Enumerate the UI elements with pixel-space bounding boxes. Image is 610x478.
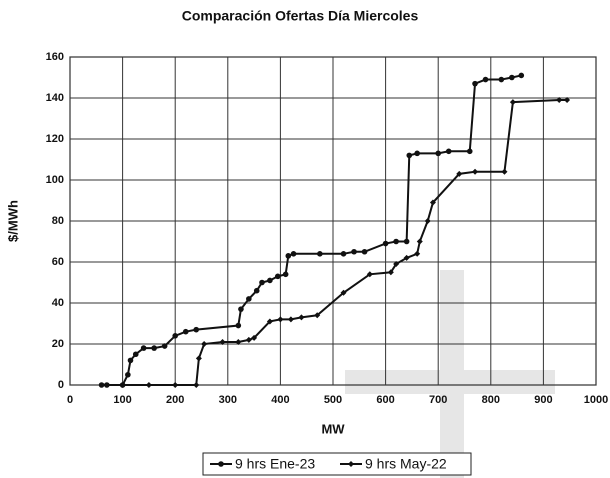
marker (172, 382, 179, 388)
marker (145, 382, 152, 388)
marker (472, 168, 479, 175)
marker (387, 269, 394, 276)
marker (253, 287, 260, 294)
marker (435, 150, 442, 157)
marker (429, 199, 436, 206)
legend-label: 9 hrs Ene-23 (235, 456, 315, 472)
marker (246, 296, 252, 302)
marker (403, 254, 410, 261)
chart-title: Comparación Ofertas Día Miercoles (182, 8, 419, 24)
legend-label: 9 hrs May-22 (365, 456, 447, 472)
marker (290, 251, 297, 257)
marker (424, 218, 431, 224)
marker (119, 382, 126, 388)
marker (509, 99, 516, 106)
marker (416, 238, 423, 245)
marker (193, 326, 200, 333)
y-tick-label: 100 (46, 174, 64, 186)
x-tick-label: 1000 (584, 394, 608, 406)
marker (182, 328, 189, 335)
marker (161, 343, 168, 349)
marker (361, 248, 368, 255)
marker (98, 382, 105, 388)
marker (245, 336, 252, 343)
marker (259, 279, 265, 286)
marker (193, 382, 200, 388)
y-tick-label: 60 (52, 256, 64, 268)
x-tick-label: 200 (166, 394, 184, 406)
marker (403, 238, 410, 245)
marker (266, 318, 273, 325)
x-tick-label: 800 (482, 394, 500, 406)
y-tick-label: 160 (46, 51, 64, 63)
marker (482, 76, 489, 83)
marker (317, 251, 323, 257)
x-tick-label: 600 (376, 394, 394, 406)
marker (277, 316, 284, 323)
marker (393, 261, 400, 268)
marker (518, 72, 525, 79)
marker (445, 148, 452, 155)
x-tick-label: 100 (113, 394, 131, 406)
marker (556, 97, 563, 104)
marker (287, 316, 294, 323)
marker (564, 97, 571, 104)
marker (285, 253, 292, 259)
marker (298, 314, 305, 321)
marker (414, 250, 421, 257)
marker (472, 80, 478, 87)
marker (151, 345, 157, 351)
marker (201, 341, 208, 347)
marker (235, 338, 242, 345)
marker (466, 148, 473, 155)
marker (414, 150, 420, 157)
marker (456, 170, 463, 177)
x-tick-label: 300 (219, 394, 237, 406)
marker (125, 371, 131, 378)
y-tick-label: 40 (52, 297, 64, 309)
x-tick-label: 700 (429, 394, 447, 406)
marker (366, 271, 373, 278)
marker (172, 333, 178, 339)
marker (218, 461, 224, 467)
marker (501, 168, 508, 175)
marker (140, 345, 147, 351)
marker (340, 289, 347, 296)
marker (509, 74, 515, 81)
marker (348, 461, 354, 467)
marker (406, 152, 413, 159)
x-axis-label: MW (321, 421, 345, 436)
watermark (345, 270, 555, 478)
x-tick-label: 400 (271, 394, 289, 406)
marker (282, 271, 289, 278)
y-tick-label: 80 (52, 215, 64, 227)
marker (314, 312, 321, 319)
marker (340, 251, 347, 257)
y-tick-label: 0 (58, 379, 64, 391)
marker (382, 240, 389, 247)
marker (127, 357, 134, 364)
marker (195, 355, 202, 362)
marker (235, 322, 242, 329)
y-axis-label: $/MWh (5, 200, 20, 242)
marker (132, 351, 139, 358)
series-line (122, 99, 568, 386)
marker (104, 382, 110, 388)
marker (238, 306, 244, 312)
x-tick-label: 0 (67, 394, 73, 406)
marker (267, 277, 273, 284)
marker (393, 238, 399, 245)
marker (351, 248, 357, 255)
y-tick-label: 140 (46, 92, 64, 104)
marker (274, 273, 281, 280)
marker (498, 76, 505, 83)
marker (219, 338, 226, 345)
y-tick-label: 20 (52, 338, 64, 350)
legend-box (202, 452, 472, 476)
marker (251, 334, 258, 341)
y-tick-label: 120 (46, 133, 64, 145)
x-tick-label: 500 (324, 394, 342, 406)
x-tick-label: 900 (534, 394, 552, 406)
